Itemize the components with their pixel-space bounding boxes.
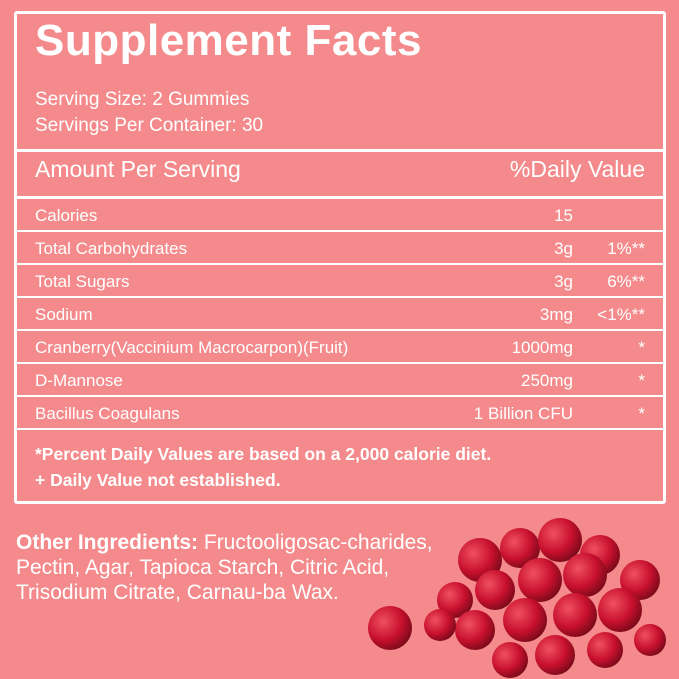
nutrient-name: Total Sugars <box>35 272 130 291</box>
nutrient-daily-value: <1%** <box>597 305 645 324</box>
cranberry <box>492 642 528 678</box>
nutrient-name: Cranberry(Vaccinium Macrocarpon)(Fruit) <box>35 338 349 357</box>
cranberry <box>424 609 456 641</box>
cranberry <box>563 553 607 597</box>
row-divider <box>17 230 663 232</box>
cranberry <box>455 610 495 650</box>
nutrient-amount: 1 Billion CFU <box>473 404 573 423</box>
servings-per-container: Servings Per Container: 30 <box>35 115 264 136</box>
footnote: + Daily Value not established. <box>35 470 281 490</box>
table-row: Total Sugars 3g 6%** <box>17 265 663 298</box>
cranberry <box>437 582 473 618</box>
nutrient-amount: 3g <box>554 239 573 258</box>
cranberry <box>500 528 540 568</box>
nutrient-daily-value: * <box>638 404 645 423</box>
table-row: Sodium 3mg <1%** <box>17 298 663 331</box>
cranberry <box>598 588 642 632</box>
serving-size: Serving Size: 2 Gummies <box>35 89 250 110</box>
other-ingredients-text: Fructooligosac-charides, Pectin, Agar, T… <box>16 531 433 604</box>
nutrient-amount: 3mg <box>539 305 573 324</box>
cranberry <box>368 606 412 650</box>
nutrient-amount: 3g <box>554 272 573 291</box>
footnote: *Percent Daily Values are based on a 2,0… <box>35 444 492 464</box>
nutrient-name: D-Mannose <box>35 371 123 390</box>
divider <box>17 196 663 199</box>
cranberry <box>587 632 623 668</box>
nutrient-name: Sodium <box>35 305 93 324</box>
title: Supplement Facts <box>35 16 422 65</box>
cranberry <box>503 598 547 642</box>
nutrient-daily-value: 6%** <box>607 272 645 291</box>
nutrient-amount: 250mg <box>521 371 573 390</box>
table-row: Bacillus Coagulans 1 Billion CFU * <box>17 397 663 430</box>
cranberry <box>538 518 582 562</box>
row-divider <box>17 296 663 298</box>
divider <box>17 149 663 152</box>
cranberry <box>518 558 562 602</box>
table-row: Calories 15 <box>17 199 663 232</box>
cranberry <box>634 624 666 656</box>
nutrient-name: Calories <box>35 206 98 225</box>
other-ingredients-label: Other Ingredients: <box>16 531 199 554</box>
nutrient-amount: 15 <box>554 206 573 225</box>
nutrient-name: Bacillus Coagulans <box>35 404 180 423</box>
row-divider <box>17 395 663 397</box>
daily-value-header: %Daily Value <box>509 156 645 182</box>
nutrient-daily-value: 1%** <box>607 239 645 258</box>
row-divider <box>17 263 663 265</box>
table-row: Total Carbohydrates 3g 1%** <box>17 232 663 265</box>
row-divider <box>17 362 663 364</box>
other-ingredients: Other Ingredients: Fructooligosac-charid… <box>16 530 436 605</box>
cranberry <box>620 560 660 600</box>
table-row: D-Mannose 250mg * <box>17 364 663 397</box>
row-divider <box>17 329 663 331</box>
row-divider <box>17 428 663 430</box>
nutrient-daily-value: * <box>638 371 645 390</box>
cranberry <box>553 593 597 637</box>
nutrient-name: Total Carbohydrates <box>35 239 188 258</box>
nutrient-amount: 1000mg <box>511 338 573 357</box>
table-row: Cranberry(Vaccinium Macrocarpon)(Fruit) 1… <box>17 331 663 364</box>
nutrient-daily-value: * <box>638 338 645 357</box>
cranberry <box>535 635 575 675</box>
cranberry <box>475 570 515 610</box>
supplement-facts-panel: Supplement Facts Serving Size: 2 Gummies… <box>14 11 666 504</box>
amount-header: Amount Per Serving <box>35 156 241 182</box>
